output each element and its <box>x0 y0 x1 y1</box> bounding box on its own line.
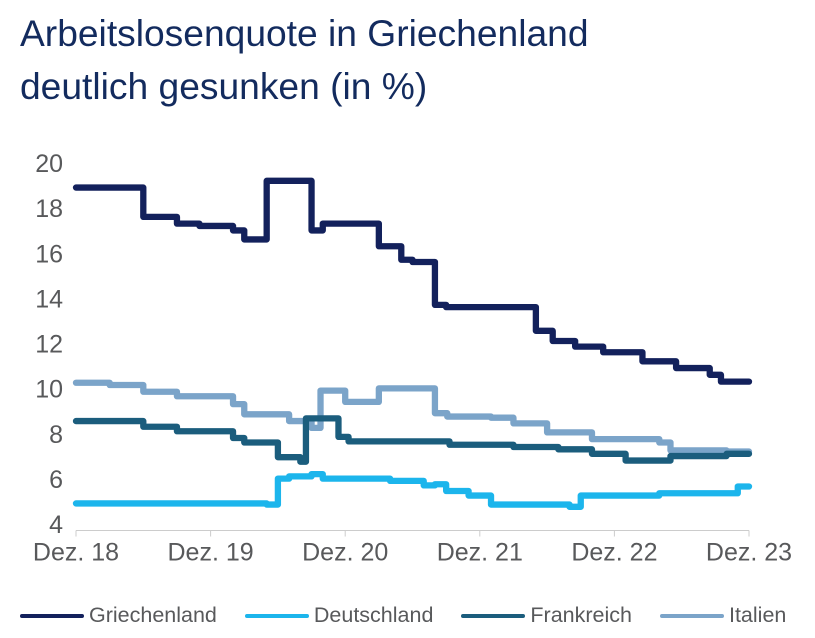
svg-text:Dez. 21: Dez. 21 <box>437 539 523 567</box>
svg-text:12: 12 <box>35 331 63 359</box>
svg-text:8: 8 <box>49 421 63 449</box>
svg-text:Dez. 18: Dez. 18 <box>33 539 119 567</box>
svg-text:14: 14 <box>35 285 63 313</box>
svg-text:4: 4 <box>49 511 63 539</box>
svg-text:18: 18 <box>35 195 63 223</box>
svg-text:6: 6 <box>49 466 63 494</box>
svg-text:20: 20 <box>35 150 63 178</box>
svg-text:Dez. 20: Dez. 20 <box>302 539 388 567</box>
svg-text:10: 10 <box>35 376 63 404</box>
svg-text:Dez. 23: Dez. 23 <box>706 539 792 567</box>
svg-text:16: 16 <box>35 240 63 268</box>
svg-text:Dez. 22: Dez. 22 <box>571 539 657 567</box>
svg-text:Dez. 19: Dez. 19 <box>168 539 254 567</box>
